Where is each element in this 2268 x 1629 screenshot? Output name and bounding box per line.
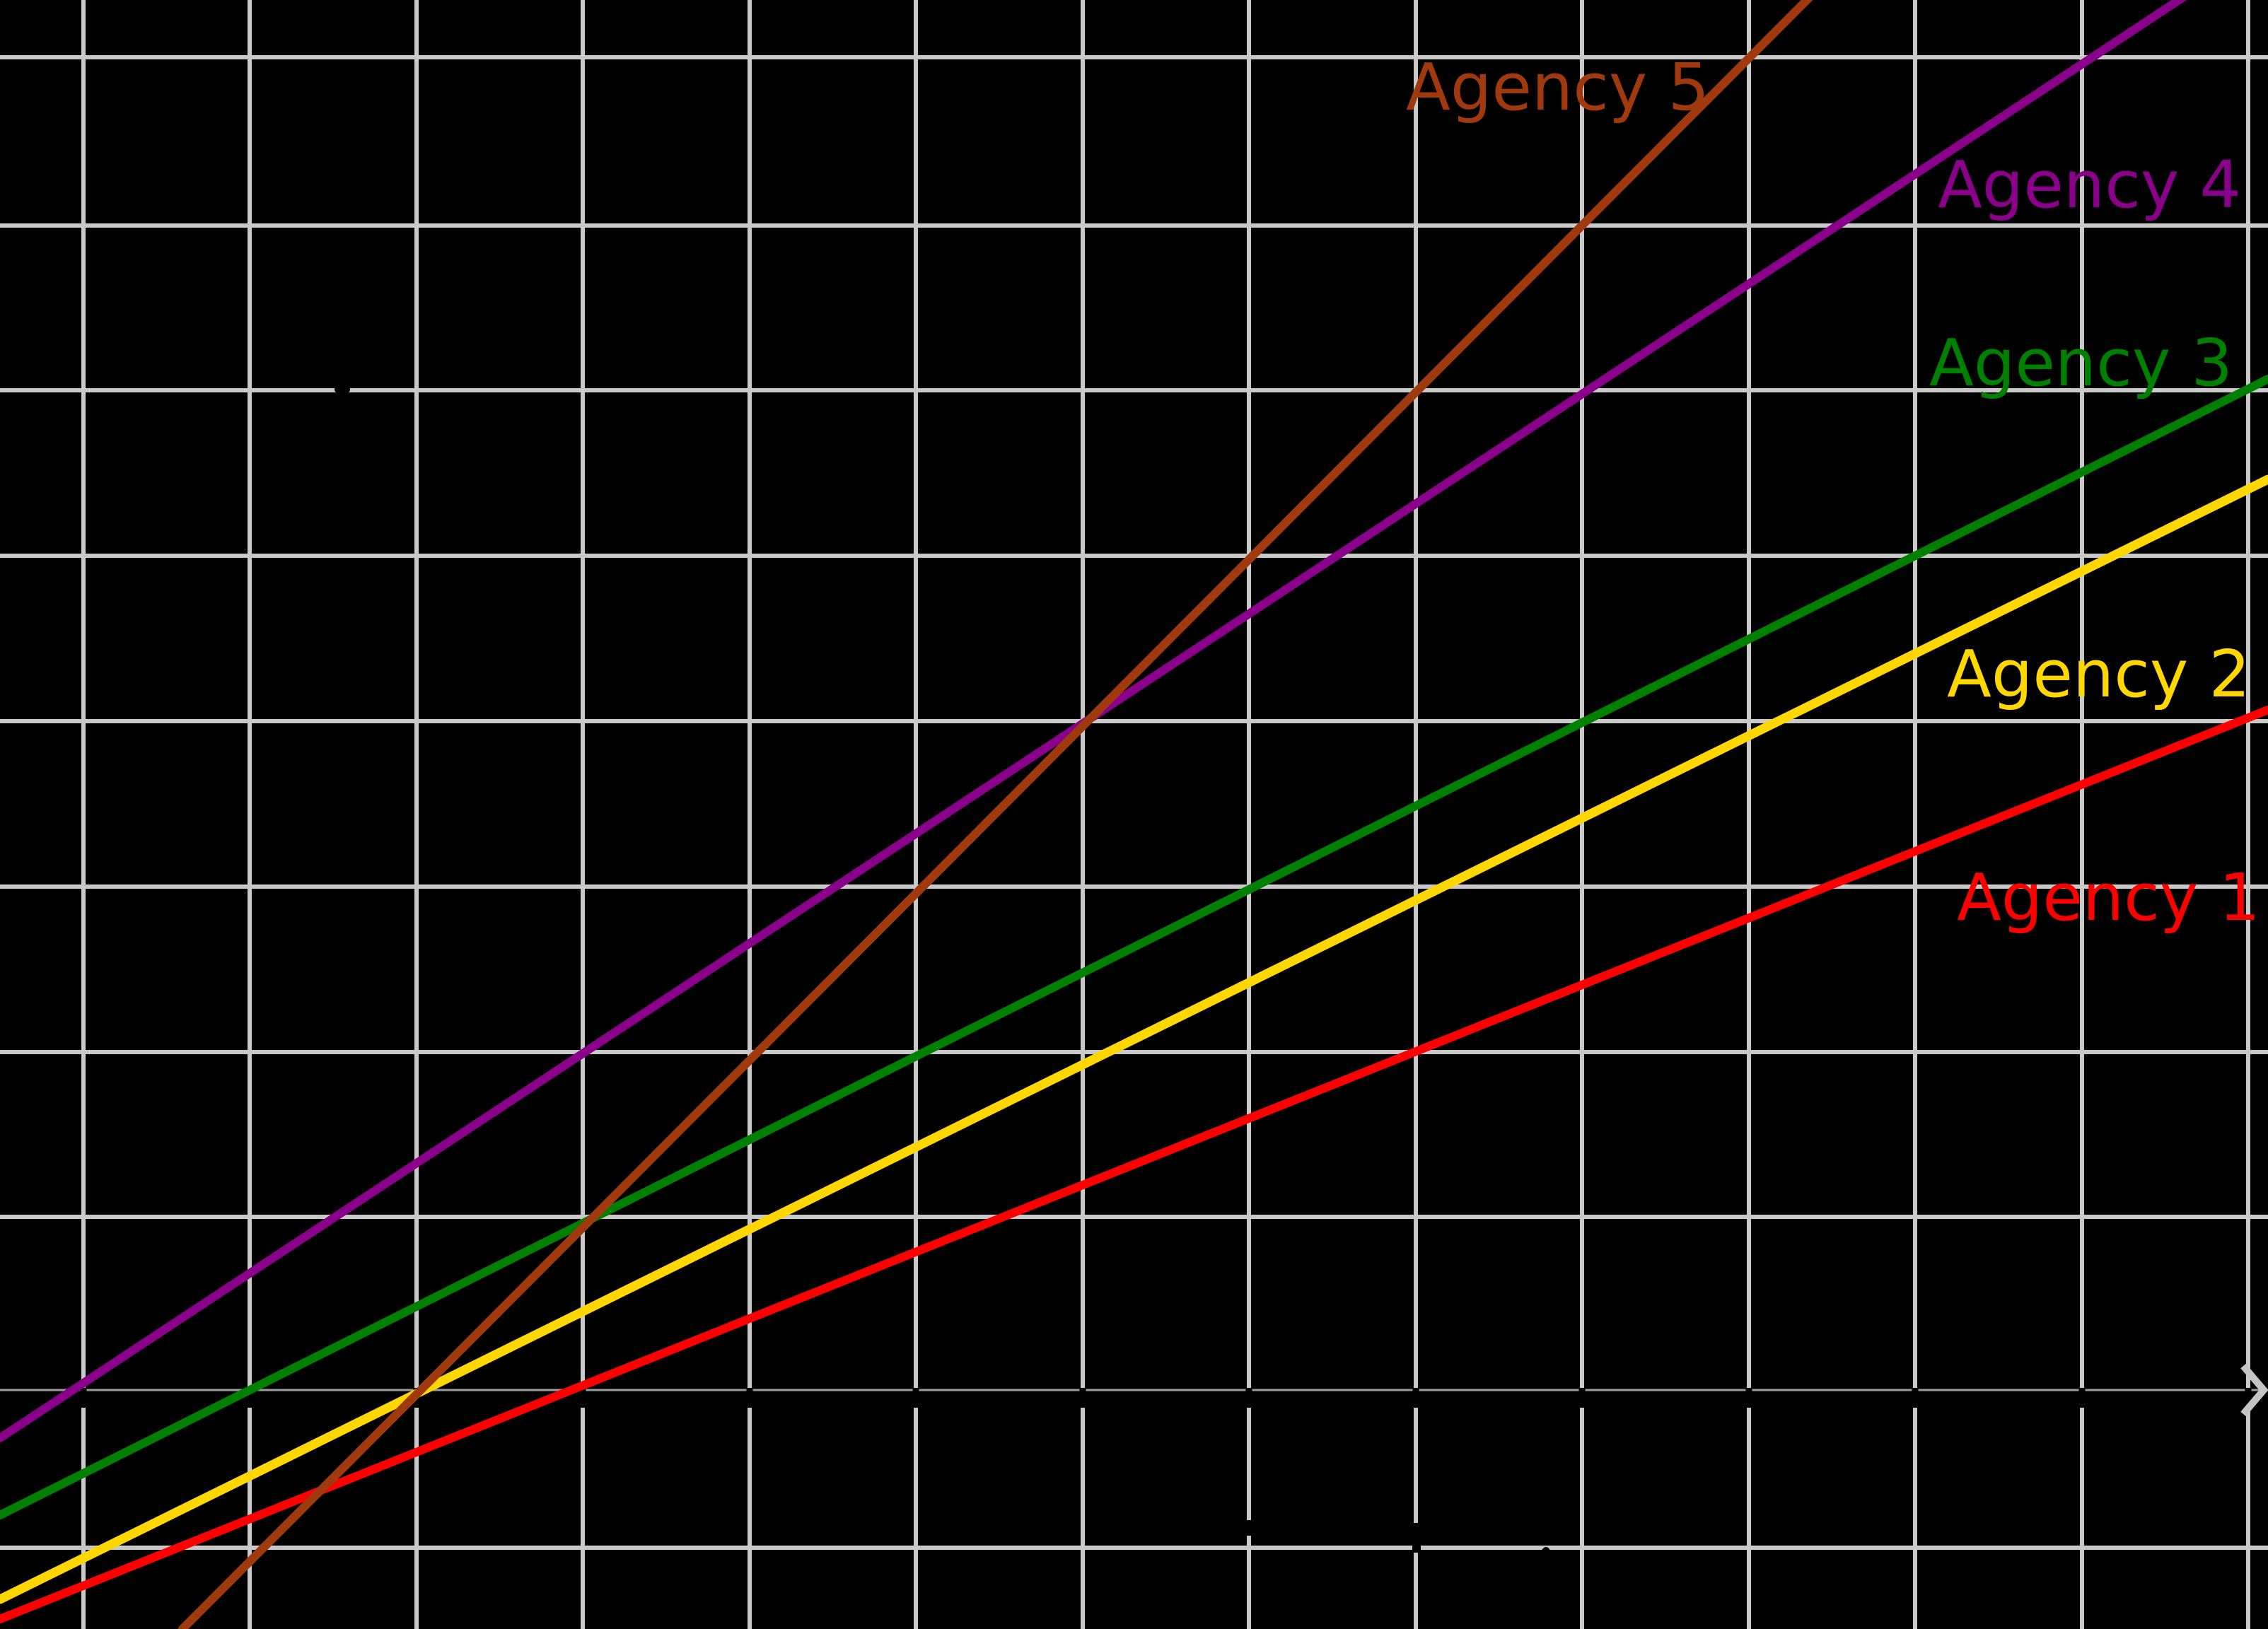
hidden-text-artifact (1412, 1523, 1421, 1553)
series-label-agency-4: Agency 4 (1938, 147, 2241, 223)
x-axis-tick (1912, 1388, 1919, 1408)
series-line-agency-2 (0, 474, 2268, 1604)
hidden-text-artifact (1540, 1547, 1552, 1567)
x-axis-tick (2245, 1388, 2252, 1408)
x-axis-tick (1578, 1388, 1586, 1408)
series-label-agency-5: Agency 5 (1406, 49, 1709, 125)
series-label-agency-3: Agency 3 (1929, 325, 2233, 401)
series-line-agency-5 (178, 0, 1813, 1629)
text-artifacts (335, 385, 1552, 1567)
x-axis-tick (746, 1388, 753, 1408)
x-axis-tick (912, 1388, 919, 1408)
x-axis-tick (246, 1388, 253, 1408)
x-axis-tick (2078, 1388, 2086, 1408)
x-axis-tick (1245, 1388, 1252, 1408)
series-label-agency-2: Agency 2 (1947, 636, 2250, 712)
hidden-text-artifact (1246, 1520, 1252, 1536)
x-axis-tick (1745, 1388, 1752, 1408)
x-axis-tick (1412, 1388, 1419, 1408)
series-labels: Agency 1 Agency 2 Agency 3 Agency 4 Agen… (1406, 49, 2260, 935)
hidden-text-artifact (335, 385, 350, 395)
series-line-agency-3 (0, 375, 2268, 1519)
x-axis-tick (579, 1388, 586, 1408)
series-label-agency-1: Agency 1 (1957, 860, 2260, 935)
x-axis-tick (1079, 1388, 1086, 1408)
series-line-agency-1 (0, 706, 2268, 1623)
x-axis-tick (80, 1388, 87, 1408)
x-axis-arrow-icon (2240, 1363, 2268, 1417)
series-line-agency-4 (0, 0, 2187, 1442)
